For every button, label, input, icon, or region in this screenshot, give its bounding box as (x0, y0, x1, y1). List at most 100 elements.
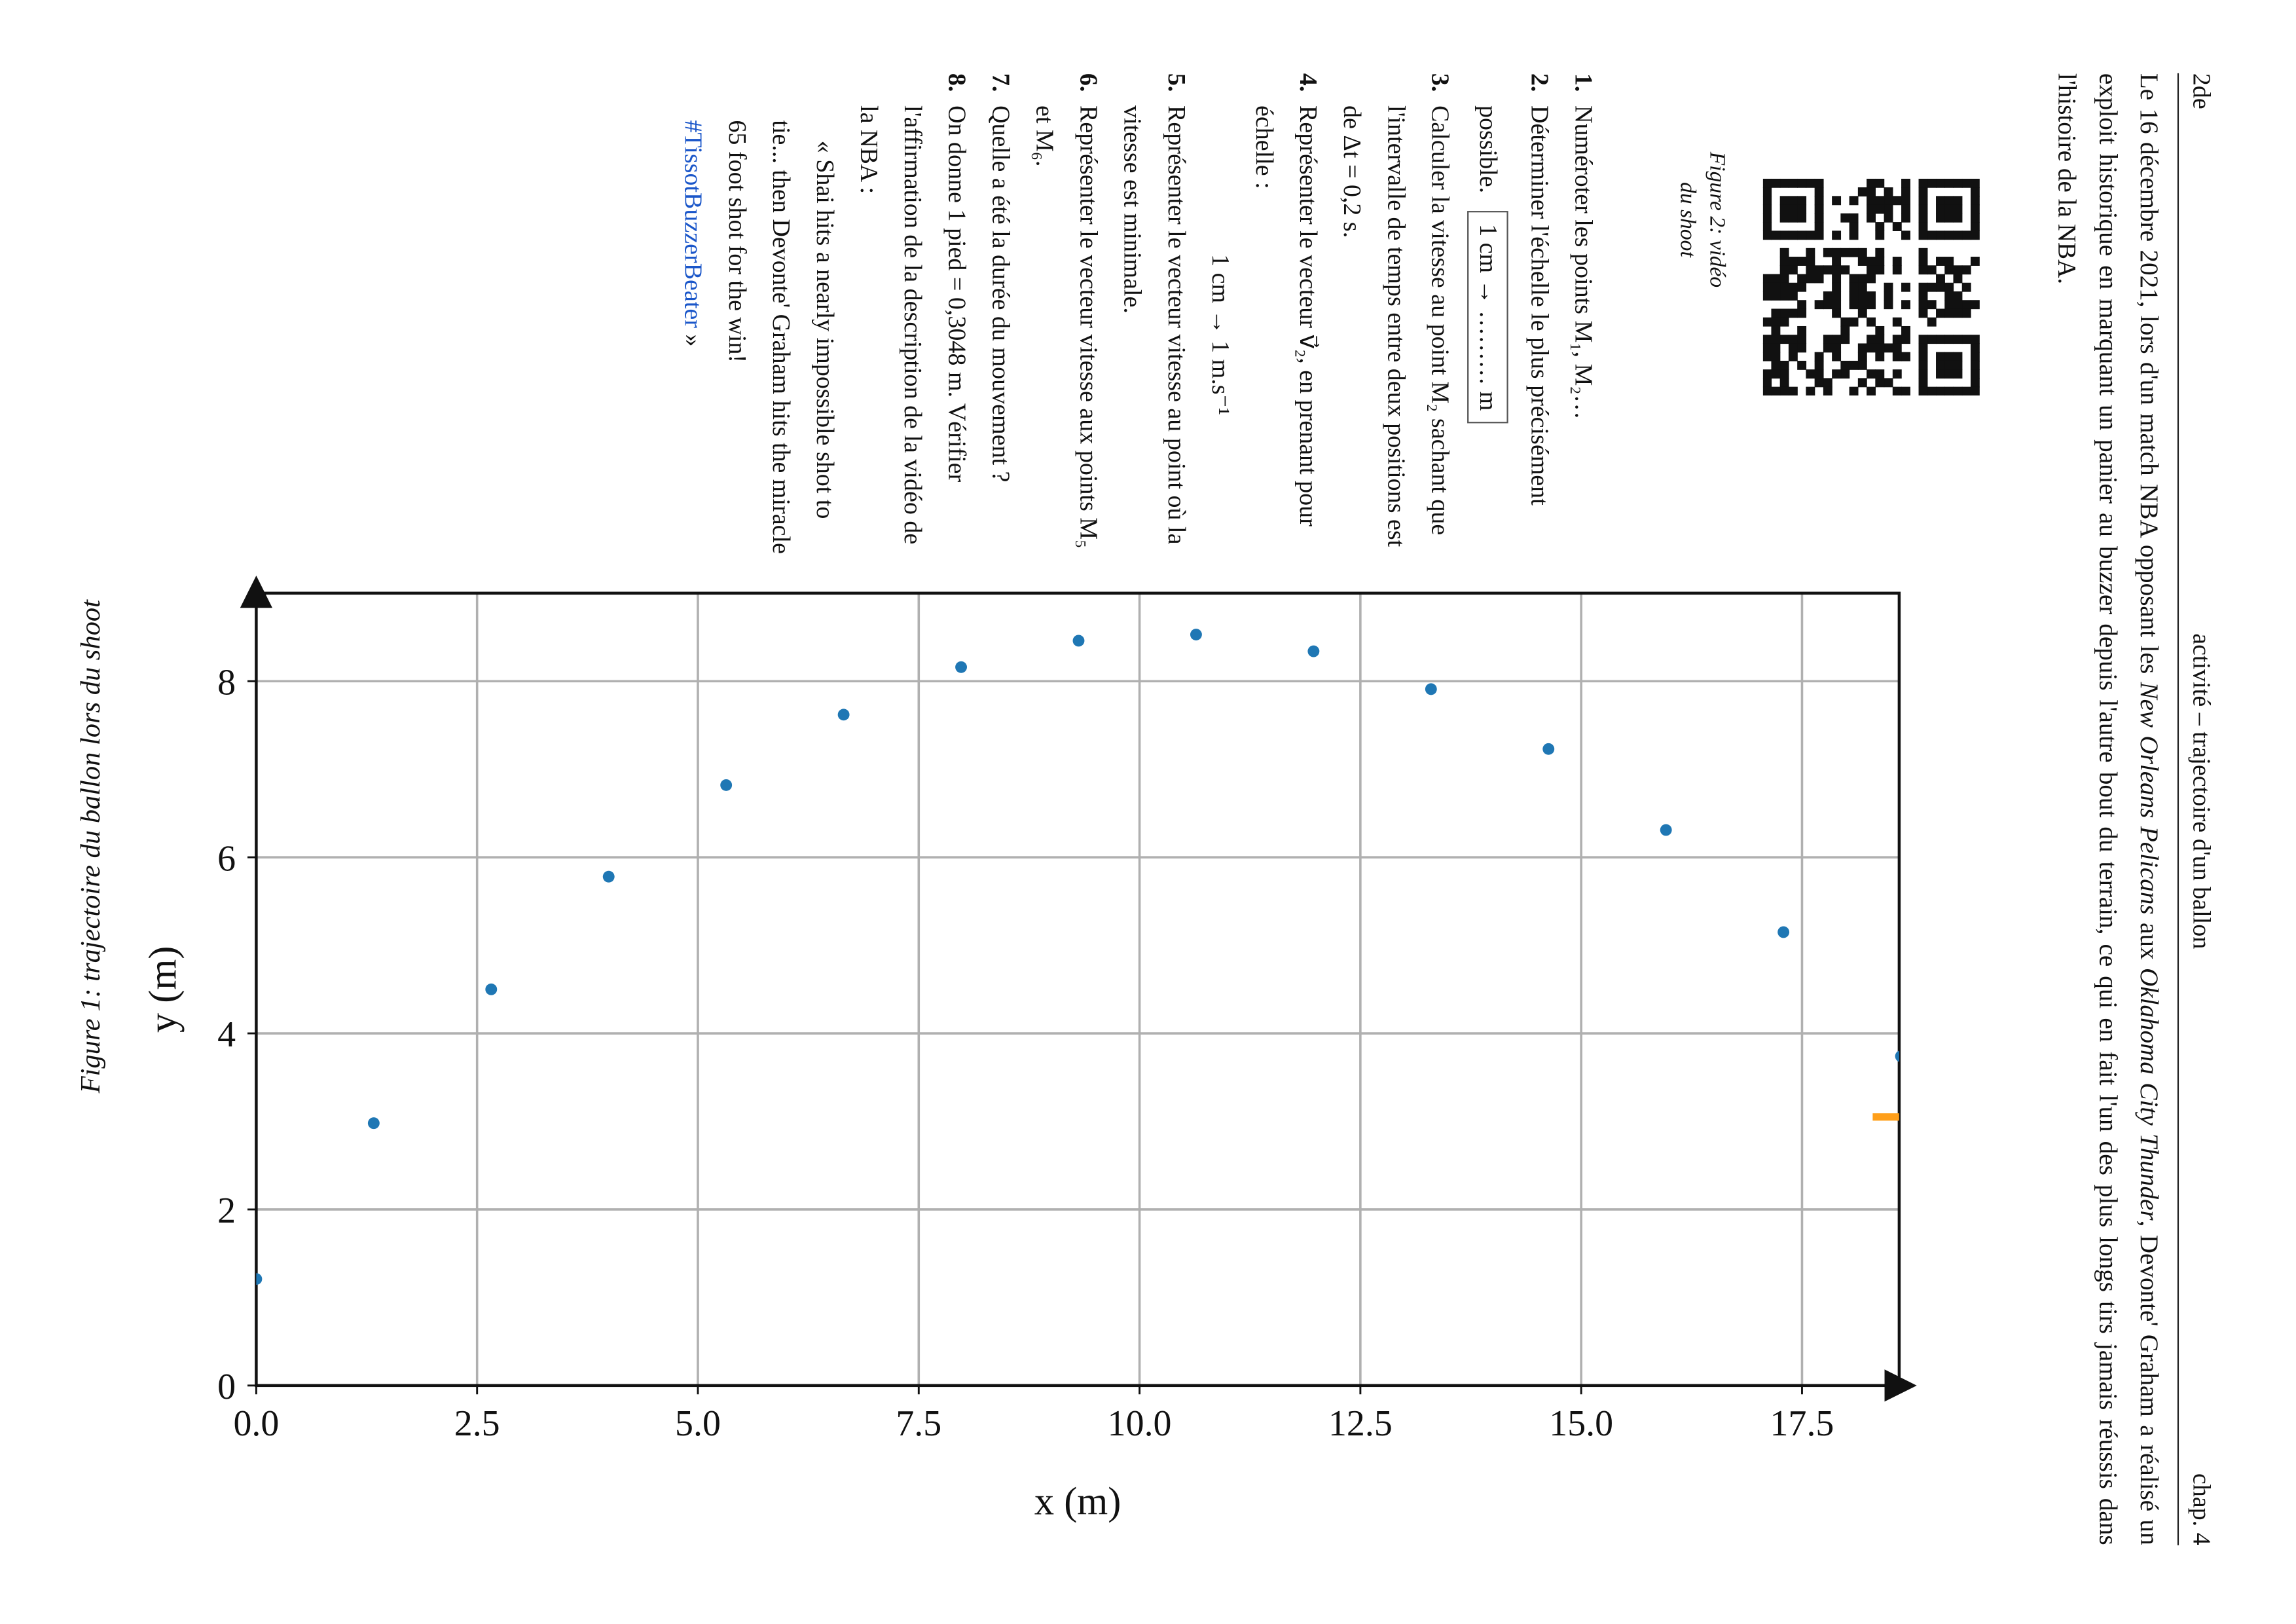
qr-module (1884, 291, 1893, 301)
qr-module (1875, 369, 1885, 379)
data-point (256, 1273, 263, 1285)
qr-module (1771, 352, 1781, 361)
y-tick-label: 2 (217, 1190, 236, 1231)
qr-module (1832, 265, 1842, 275)
qr-module (1823, 335, 1832, 344)
qr-module (1875, 378, 1885, 388)
qr-module (1779, 378, 1789, 388)
qr-module (1797, 300, 1807, 310)
qr-module (1970, 369, 1980, 379)
qr-module (1867, 291, 1876, 301)
x-axis-label: x (m) (1034, 1480, 1121, 1524)
qr-module (1867, 187, 1876, 197)
qr-module (1953, 386, 1963, 396)
qr-module (1961, 308, 1971, 318)
qr-module (1953, 335, 1963, 344)
y-tick-label: 4 (217, 1014, 236, 1055)
qr-module (1961, 265, 1971, 275)
qr-module (1867, 257, 1876, 266)
qr-module (1867, 196, 1876, 206)
qr-module (1918, 360, 1928, 370)
qr-module (1944, 291, 1954, 301)
qr-module (1823, 378, 1832, 388)
qr-module (1857, 308, 1867, 318)
qr-module (1867, 335, 1876, 344)
qr-module (1953, 360, 1963, 370)
qr-module (1875, 257, 1885, 266)
qr-module (1797, 282, 1807, 292)
qr-module (1918, 343, 1928, 353)
qr-module (1884, 187, 1893, 197)
qr-module (1840, 325, 1850, 335)
qr-module (1788, 386, 1798, 396)
qr-module (1953, 300, 1963, 310)
data-point (485, 983, 498, 995)
qr-module (1970, 300, 1980, 310)
x-tick-label: 15.0 (1549, 1403, 1613, 1444)
qr-module (1936, 308, 1945, 318)
qr-module (1788, 343, 1798, 353)
qr-module (1944, 265, 1954, 275)
qr-module (1953, 369, 1963, 379)
qr-module (1849, 291, 1859, 301)
qr-module (1953, 204, 1963, 214)
qr-module (1788, 335, 1798, 344)
plot-marks (256, 629, 1899, 1285)
qr-module (1918, 187, 1928, 197)
qr-module (1892, 386, 1902, 396)
y-axis-arrow (240, 575, 273, 608)
qr-module (1901, 325, 1910, 335)
qr-module (1832, 352, 1842, 361)
qr-module (1936, 282, 1945, 292)
qr-module (1892, 317, 1902, 327)
qr-module (1918, 300, 1928, 310)
qr-module (1797, 274, 1807, 284)
qr-module (1970, 386, 1980, 396)
qr-module (1901, 178, 1910, 188)
qr-module (1867, 274, 1876, 284)
qr-module (1892, 222, 1902, 231)
qr-module (1806, 265, 1815, 275)
qr-module (1806, 178, 1815, 188)
qr-module (1918, 213, 1928, 223)
y-tick-label: 8 (217, 662, 236, 703)
qr-module (1901, 204, 1910, 214)
qr-module (1788, 178, 1798, 188)
qr-module (1840, 213, 1850, 223)
qr-module (1892, 335, 1902, 344)
qr-module (1944, 386, 1954, 396)
qr-module (1918, 308, 1928, 318)
qr-module (1779, 231, 1789, 240)
qr-module (1797, 204, 1807, 214)
qr-module (1875, 248, 1885, 257)
qr-module (1788, 213, 1798, 223)
qr-module (1875, 335, 1885, 344)
qr-module (1814, 178, 1824, 188)
qr-module (1823, 386, 1832, 396)
qr-module (1901, 213, 1910, 223)
qr-module (1970, 213, 1980, 223)
qr-module (1762, 378, 1772, 388)
data-point (837, 709, 850, 721)
qr-module (1953, 213, 1963, 223)
qr-module (1814, 352, 1824, 361)
qr-module (1849, 196, 1859, 206)
x-tick-label: 5.0 (675, 1403, 721, 1444)
qr-module (1797, 335, 1807, 344)
qr-module (1762, 317, 1772, 327)
qr-module (1849, 282, 1859, 292)
qr-module (1875, 196, 1885, 206)
qr-module (1779, 308, 1789, 318)
qr-module (1892, 369, 1902, 379)
qr-module (1840, 335, 1850, 344)
qr-module (1779, 178, 1789, 188)
qr-code (1762, 178, 1980, 396)
qr-module (1832, 274, 1842, 284)
qr-module (1944, 178, 1954, 188)
qr-module (1762, 343, 1772, 353)
qr-module (1849, 300, 1859, 310)
qr-module (1953, 196, 1963, 206)
qr-module (1936, 204, 1945, 214)
qr-module (1779, 265, 1789, 275)
